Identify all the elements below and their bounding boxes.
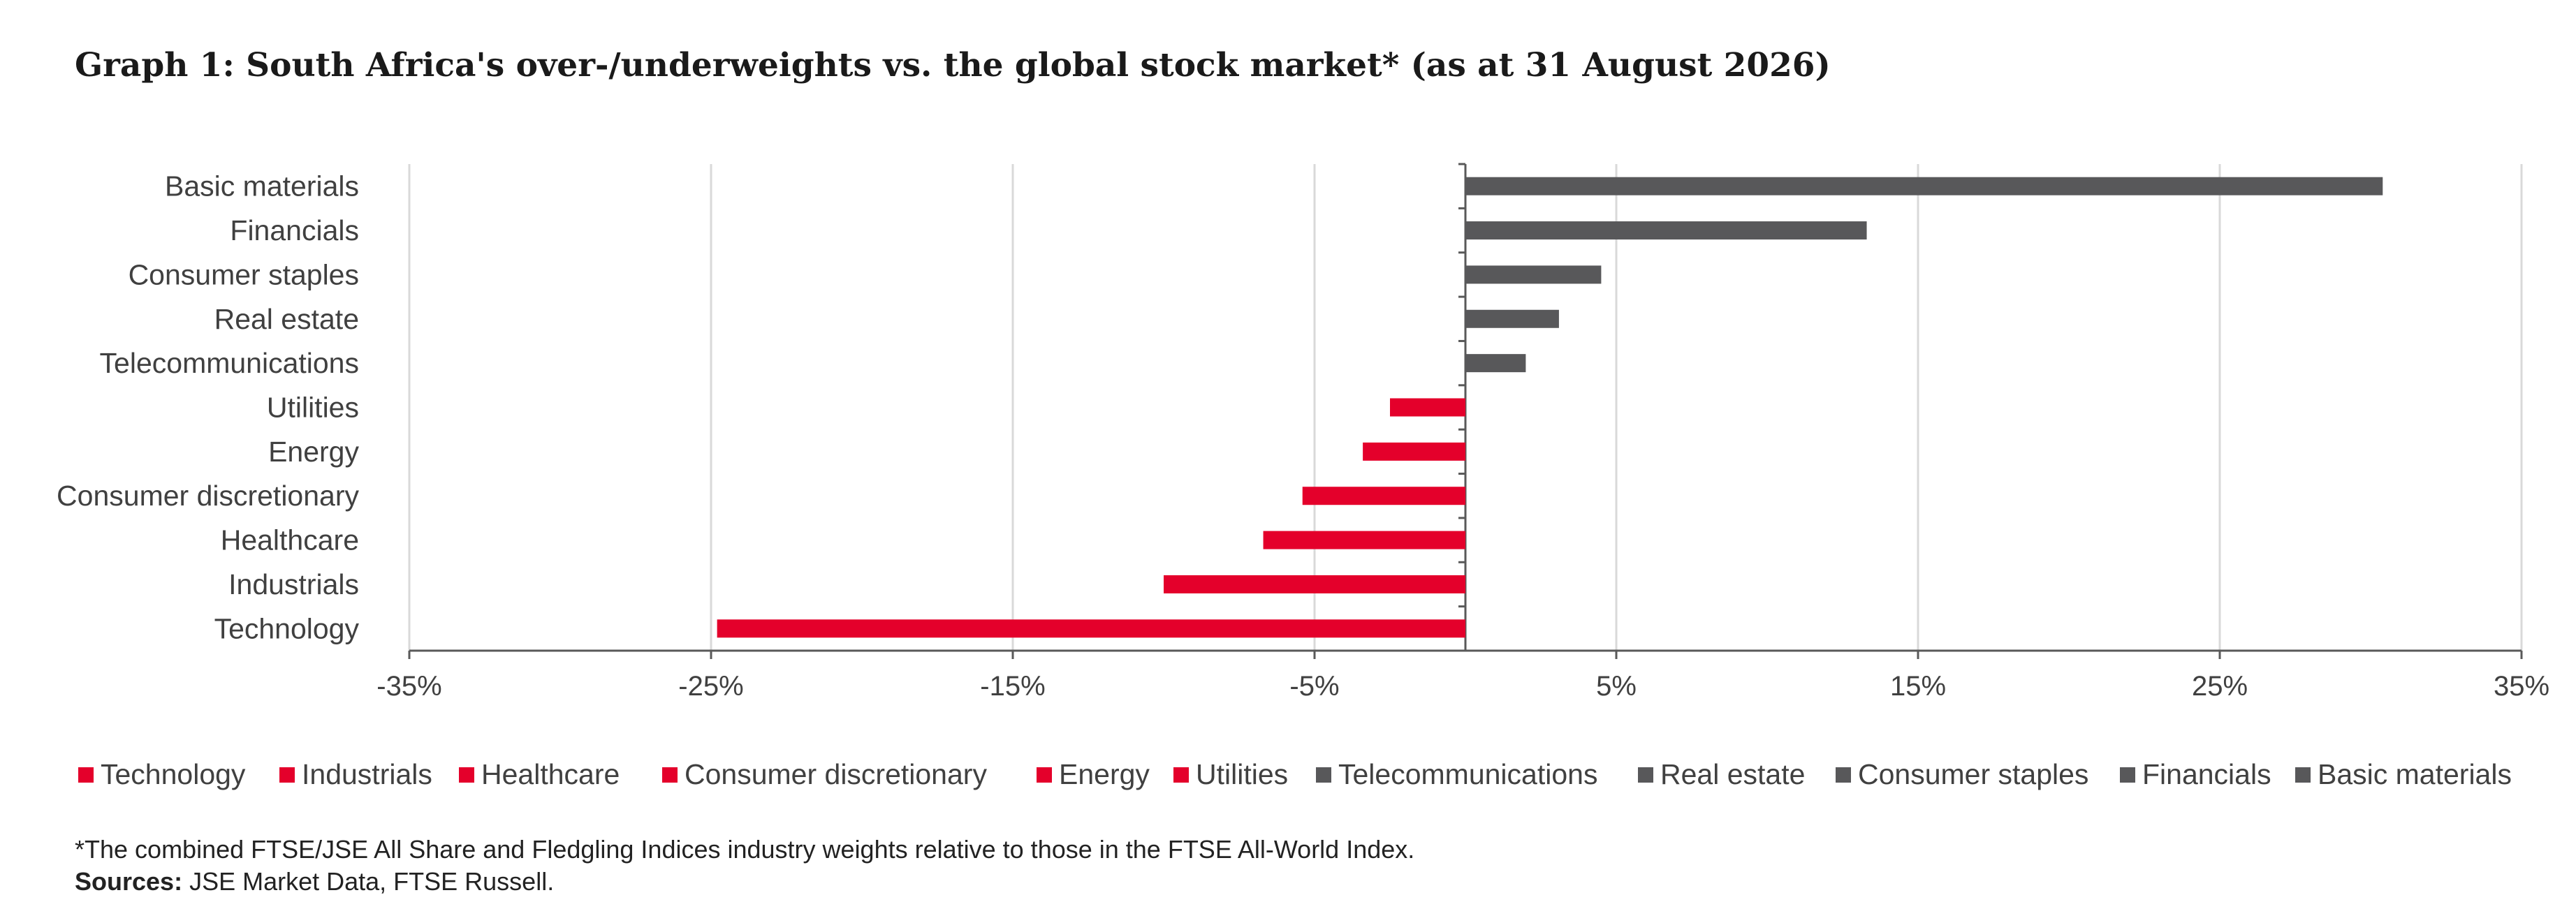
legend-swatch <box>1037 767 1052 783</box>
bar <box>1263 531 1465 549</box>
category-label: Financials <box>230 214 359 246</box>
category-label: Real estate <box>214 303 359 335</box>
category-label: Technology <box>214 612 360 644</box>
legend-item: Real estate <box>1638 758 1805 791</box>
bar <box>1465 309 1559 328</box>
legend-item: Basic materials <box>2295 758 2512 791</box>
legend-item: Consumer staples <box>1836 758 2088 791</box>
bar <box>1465 177 2383 195</box>
legend-item: Telecommunications <box>1316 758 1597 791</box>
sources: Sources: JSE Market Data, FTSE Russell. <box>75 867 554 896</box>
x-tick-label: 35% <box>2494 671 2549 702</box>
legend-swatch <box>662 767 678 783</box>
legend-swatch <box>1836 767 1851 783</box>
legend-label: Technology <box>101 758 246 790</box>
legend-label: Real estate <box>1660 758 1806 790</box>
bar <box>1465 354 1526 373</box>
legend-swatch <box>1316 767 1331 783</box>
legend-label: Energy <box>1059 758 1150 790</box>
sources-text: JSE Market Data, FTSE Russell. <box>182 867 555 896</box>
x-tick-label: -15% <box>980 671 1045 702</box>
category-label: Utilities <box>267 392 359 424</box>
legend-label: Financials <box>2142 758 2271 790</box>
legend-swatch <box>2120 767 2135 783</box>
legend-label: Basic materials <box>2318 758 2512 790</box>
category-label: Energy <box>268 436 359 468</box>
legend-label: Consumer discretionary <box>685 758 987 790</box>
legend-swatch <box>1638 767 1653 783</box>
legend-label: Healthcare <box>481 758 620 790</box>
x-tick-label: -35% <box>376 671 441 702</box>
bar <box>1390 398 1465 417</box>
x-tick-label: -25% <box>678 671 743 702</box>
category-label: Consumer discretionary <box>57 480 359 512</box>
legend-item: Energy <box>1037 758 1150 791</box>
x-tick-label: 25% <box>2192 671 2248 702</box>
x-tick-label: 15% <box>1890 671 1946 702</box>
legend-label: Consumer staples <box>1858 758 2089 790</box>
legend-swatch <box>2295 767 2311 783</box>
legend-label: Industrials <box>302 758 432 790</box>
sources-label: Sources: <box>75 867 183 896</box>
legend-swatch <box>279 767 295 783</box>
legend-swatch <box>78 767 94 783</box>
legend-item: Healthcare <box>459 758 620 791</box>
legend-label: Utilities <box>1196 758 1289 790</box>
x-tick-label: 5% <box>1596 671 1637 702</box>
bar <box>717 619 1465 638</box>
legend-item: Financials <box>2120 758 2271 791</box>
legend-item: Technology <box>78 758 245 791</box>
bar <box>1465 221 1867 240</box>
chart-title: Graph 1: South Africa's over-/underweigh… <box>75 46 1831 84</box>
legend-swatch <box>459 767 474 783</box>
x-tick-label: -5% <box>1289 671 1339 702</box>
category-label: Basic materials <box>165 170 359 202</box>
bar <box>1363 442 1465 461</box>
bar <box>1465 265 1602 284</box>
legend-label: Telecommunications <box>1338 758 1598 790</box>
category-label: Telecommunications <box>100 347 359 379</box>
bar <box>1164 575 1465 593</box>
legend-item: Industrials <box>279 758 432 791</box>
legend-item: Consumer discretionary <box>662 758 987 791</box>
category-label: Industrials <box>228 568 359 600</box>
legend-item: Utilities <box>1173 758 1288 791</box>
category-label: Healthcare <box>221 524 359 556</box>
category-label: Consumer staples <box>129 258 359 290</box>
chart-legend: Technology Industrials Healthcare Consumer … <box>78 758 2523 800</box>
bar <box>1302 487 1465 505</box>
bar-chart: -35% -25% -15% -5% 5% 15% 25% 35% Basic material… <box>57 163 2549 702</box>
footnote: *The combined FTSE/JSE All Share and Fle… <box>75 835 1415 864</box>
legend-swatch <box>1173 767 1189 783</box>
